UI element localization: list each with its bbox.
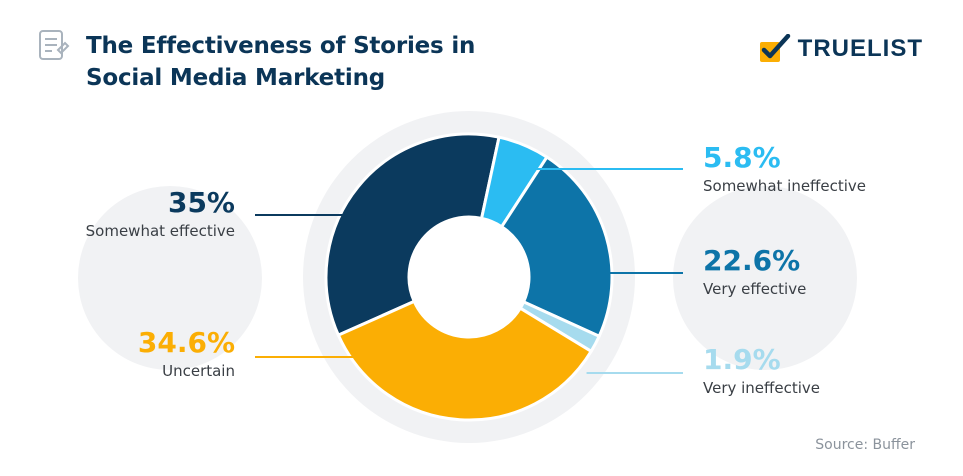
value-label-somewhat-ineffective: 5.8% [703, 141, 781, 174]
category-label-uncertain: Uncertain [162, 362, 235, 380]
donut-hole [409, 217, 529, 337]
category-label-somewhat-effective: Somewhat effective [86, 222, 235, 240]
title-line-2: Social Media Marketing [86, 65, 386, 91]
page-title: The Effectiveness of Stories in Social M… [86, 30, 475, 94]
value-label-very-effective: 22.6% [703, 244, 800, 277]
bg-circle-left [78, 186, 262, 370]
category-label-somewhat-ineffective: Somewhat ineffective [703, 177, 866, 195]
category-label-very-effective: Very effective [703, 280, 806, 298]
value-label-uncertain: 34.6% [138, 326, 235, 359]
category-label-very-ineffective: Very ineffective [703, 379, 820, 397]
source-note: Source: Buffer [815, 437, 915, 453]
value-label-very-ineffective: 1.9% [703, 343, 781, 376]
brand-name: TRUELIST [797, 35, 923, 62]
value-label-somewhat-effective: 35% [168, 186, 235, 219]
document-icon [39, 30, 70, 60]
title-line-1: The Effectiveness of Stories in [86, 33, 476, 59]
brand-logo: TRUELIST [758, 34, 923, 64]
checkbox-logo-icon [759, 34, 790, 62]
bg-circle-right [673, 186, 857, 370]
